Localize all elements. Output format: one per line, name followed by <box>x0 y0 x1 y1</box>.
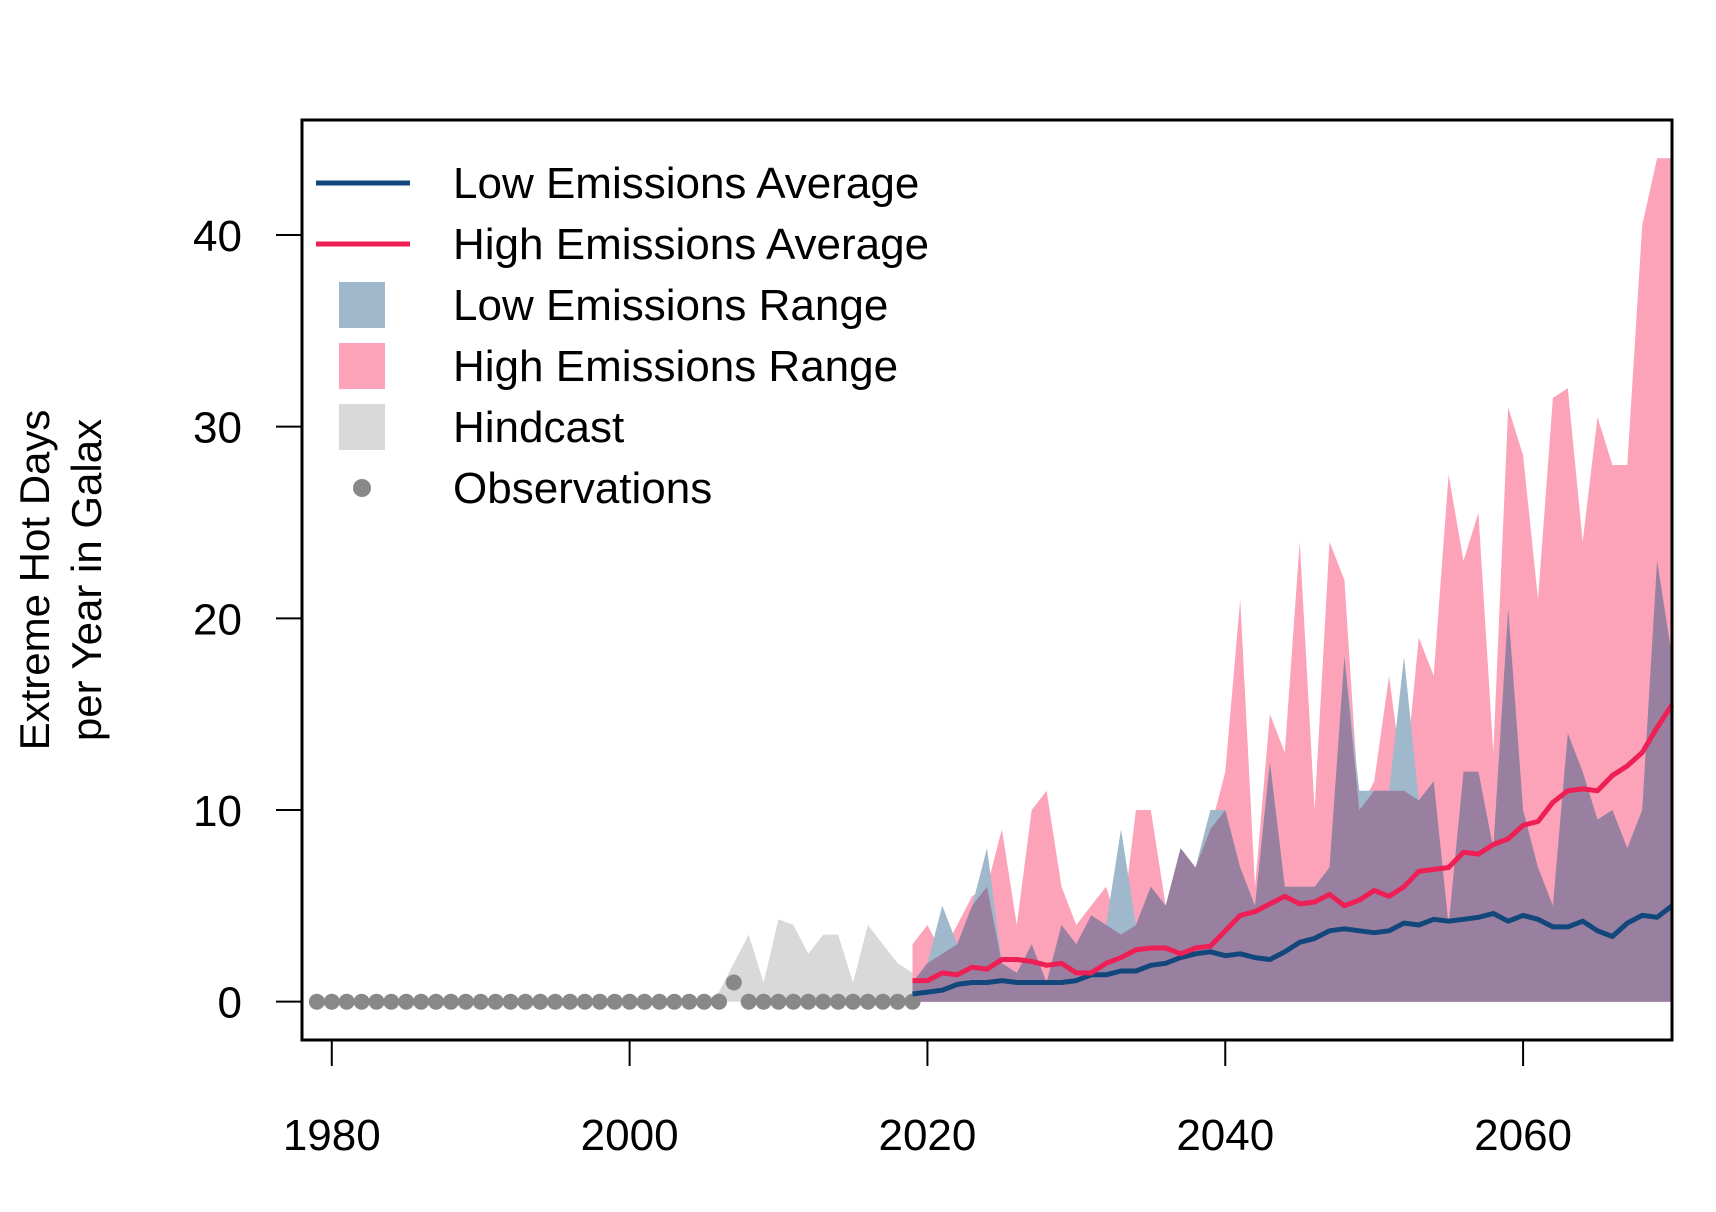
observation-point <box>368 993 385 1010</box>
legend-swatch-hindcast <box>339 404 385 450</box>
observation-point <box>830 993 847 1010</box>
observation-point <box>711 993 727 1010</box>
plot-area <box>308 158 1675 1010</box>
observation-point <box>517 993 534 1010</box>
observation-point <box>442 993 459 1010</box>
y-tick-label: 10 <box>193 787 242 836</box>
observation-point <box>428 993 444 1010</box>
legend-swatch-observations <box>353 479 371 497</box>
observation-point <box>308 993 325 1010</box>
observation-point <box>770 993 787 1010</box>
y-axis-title-line-1: Extreme Hot Days <box>11 410 58 751</box>
legend-label-high-emissions-range: High Emissions Range <box>453 342 898 391</box>
observation-point <box>457 993 474 1010</box>
observation-point <box>696 993 713 1010</box>
x-tick-label: 1980 <box>283 1111 381 1160</box>
legend-label-low-emissions-range: Low Emissions Range <box>453 281 888 330</box>
legend: Low Emissions Average High Emissions Aver… <box>316 159 929 513</box>
x-tick-label: 2060 <box>1474 1111 1572 1160</box>
legend-swatch-high-emissions-range <box>339 343 385 389</box>
observation-point <box>547 993 564 1010</box>
observation-point <box>487 993 504 1010</box>
observation-point <box>666 993 683 1010</box>
x-axis: 1980 2000 2020 2040 2060 <box>283 1039 1572 1160</box>
observation-point <box>815 993 832 1010</box>
x-tick-label: 2000 <box>581 1111 679 1160</box>
observation-point <box>621 993 638 1010</box>
observation-point <box>606 993 623 1010</box>
observation-point <box>740 993 757 1010</box>
observation-point <box>532 993 549 1010</box>
legend-swatch-low-emissions-range <box>339 282 385 328</box>
observation-point <box>576 993 593 1010</box>
observation-point <box>338 993 355 1010</box>
observation-point <box>725 974 742 991</box>
hindcast-band <box>704 919 913 1002</box>
y-tick-label: 0 <box>218 979 242 1028</box>
legend-label-observations: Observations <box>453 464 712 513</box>
observation-point <box>845 993 861 1010</box>
legend-label-high-emissions-average: High Emissions Average <box>453 220 929 269</box>
high-emissions-average-line <box>912 703 1675 984</box>
observation-point <box>562 993 578 1010</box>
x-tick-label: 2020 <box>878 1111 976 1160</box>
observation-point <box>651 993 668 1010</box>
y-tick-label: 40 <box>193 212 242 261</box>
observation-point <box>785 993 802 1010</box>
observation-point <box>323 993 340 1010</box>
observation-point <box>800 993 817 1010</box>
y-tick-label: 20 <box>193 595 242 644</box>
y-axis: 0 10 20 30 40 <box>193 212 303 1028</box>
low-emissions-average-line <box>912 903 1674 997</box>
observation-point <box>681 993 698 1010</box>
ranges-overlap-band <box>912 560 1672 1002</box>
observation-point <box>859 993 876 1010</box>
observation-point <box>755 993 772 1010</box>
observation-point <box>889 993 906 1010</box>
observation-point <box>472 993 489 1010</box>
observation-point <box>636 993 653 1010</box>
observation-point <box>591 993 608 1010</box>
legend-label-hindcast: Hindcast <box>453 403 624 452</box>
observation-point <box>904 993 921 1010</box>
legend-label-low-emissions-average: Low Emissions Average <box>453 159 919 208</box>
observation-point <box>502 993 519 1010</box>
observation-point <box>398 993 415 1010</box>
y-tick-label: 30 <box>193 404 242 453</box>
observation-point <box>413 993 430 1010</box>
observation-point <box>874 993 891 1010</box>
observation-point <box>383 993 400 1010</box>
y-axis-title-line-2: per Year in Galax <box>63 419 110 741</box>
observation-point <box>353 993 370 1010</box>
x-tick-label: 2040 <box>1176 1111 1274 1160</box>
